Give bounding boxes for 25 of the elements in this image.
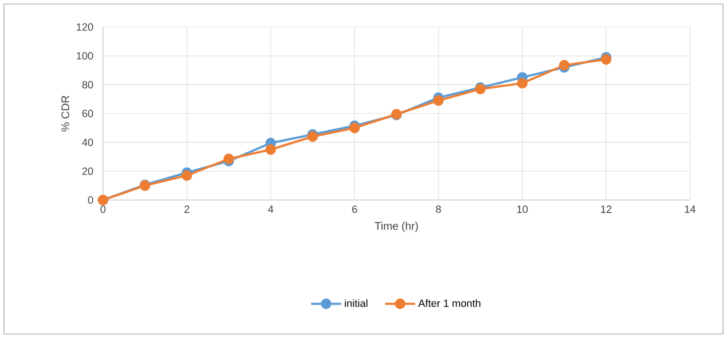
point [349,122,360,134]
x-tick-label: 8 [436,206,441,213]
x-tick-label: 0 [100,206,106,213]
y-tick-label: 120 [76,23,94,31]
x-tick-label: 2 [184,206,190,213]
x-tick-label: 4 [268,206,274,213]
y-tick-label: 0 [88,196,94,204]
y-tick-label: 100 [76,52,94,60]
point [558,60,570,70]
y-axis-title: % CDR [61,96,70,132]
y-tick-label: 40 [82,138,94,146]
point [433,95,444,106]
x-tick-label: 10 [517,206,528,213]
x-axis-title: Time (hr) [374,222,418,232]
x-tick-label: 14 [684,206,696,213]
legend-label: After 1 month [418,299,480,307]
y-tick-label: 20 [82,167,94,175]
legend-label: initial [344,299,368,307]
y-tick-label: 80 [82,80,94,88]
point [265,144,276,155]
point [182,170,192,181]
y-tick-label: 60 [82,110,94,118]
x-tick-label: 12 [601,206,612,213]
point [517,78,528,89]
x-tick-label: 6 [352,206,358,213]
